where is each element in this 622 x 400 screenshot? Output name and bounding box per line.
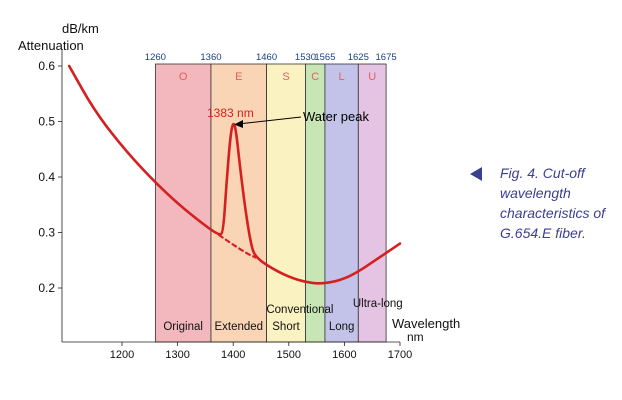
x-tick-label: 1200 — [110, 349, 134, 361]
band-labels: O 1260 E 1360 S 1460 C 1530 L 1565 U 1625 1675 Origin… — [145, 52, 403, 333]
band-letter-s: S — [282, 71, 289, 83]
axis-titles: dB/km Attenuation Wavelength nm — [18, 21, 460, 344]
attenuation-curve-dashed — [218, 234, 257, 259]
x-tick-label: 1400 — [221, 349, 245, 361]
x-tick-label: 1600 — [332, 349, 356, 361]
band-s — [266, 63, 306, 343]
water-peak-label: Water peak — [303, 109, 369, 124]
figure-caption: Fig. 4. Cut-off wavelength characteristi… — [500, 165, 606, 241]
y-tick-label: 0.2 — [38, 281, 55, 295]
band-start-label: 1360 — [200, 52, 221, 63]
band-start-label: 1260 — [145, 52, 166, 63]
water-peak-wavelength-label: 1383 nm — [207, 106, 254, 120]
y-axis-title: Attenuation — [18, 38, 84, 53]
band-letter-o: O — [179, 71, 188, 83]
band-letter-c: C — [311, 71, 319, 83]
axis-ticks: 1200 1300 1400 1500 1600 1700 0.2 0.3 0.4 0.5 0.6 — [38, 59, 412, 361]
x-tick-label: 1700 — [388, 349, 412, 361]
band-start-label: 1460 — [256, 52, 277, 63]
annotations: 1383 nm Water peak — [207, 106, 369, 128]
band-name-u: Ultra-long — [353, 298, 403, 310]
band-name-l: Long — [329, 321, 355, 333]
band-start-label: 1565 — [314, 52, 335, 63]
y-tick-label: 0.3 — [38, 226, 55, 240]
band-letter-e: E — [235, 71, 242, 83]
y-tick-label: 0.5 — [38, 115, 55, 129]
band-start-label: 1530 — [295, 52, 316, 63]
y-tick-label: 0.6 — [38, 59, 55, 73]
wavelength-bands — [154, 63, 387, 343]
x-tick-label: 1500 — [277, 349, 301, 361]
band-letter-l: L — [339, 71, 345, 83]
band-end-label: 1675 — [376, 52, 397, 63]
band-name-s: Short — [272, 321, 300, 333]
y-axis-unit: dB/km — [62, 21, 99, 36]
band-o — [154, 63, 212, 343]
band-letter-u: U — [368, 71, 376, 83]
water-peak-arrowhead — [234, 120, 243, 128]
caption-arrow-icon — [470, 167, 482, 181]
water-peak-arrow — [237, 116, 302, 125]
axes — [61, 50, 400, 343]
band-name-e: Extended — [214, 321, 263, 333]
x-axis-unit: nm — [407, 330, 424, 344]
x-tick-label: 1300 — [165, 349, 189, 361]
band-e — [210, 63, 267, 343]
y-tick-label: 0.4 — [38, 170, 55, 184]
band-start-label: 1625 — [348, 52, 369, 63]
band-name-o: Original — [163, 321, 203, 333]
x-axis-title: Wavelength — [392, 316, 460, 331]
band-name-c: Conventional — [266, 304, 333, 316]
band-c — [305, 63, 326, 343]
attenuation-curves — [67, 64, 402, 285]
attenuation-curve — [67, 64, 402, 285]
